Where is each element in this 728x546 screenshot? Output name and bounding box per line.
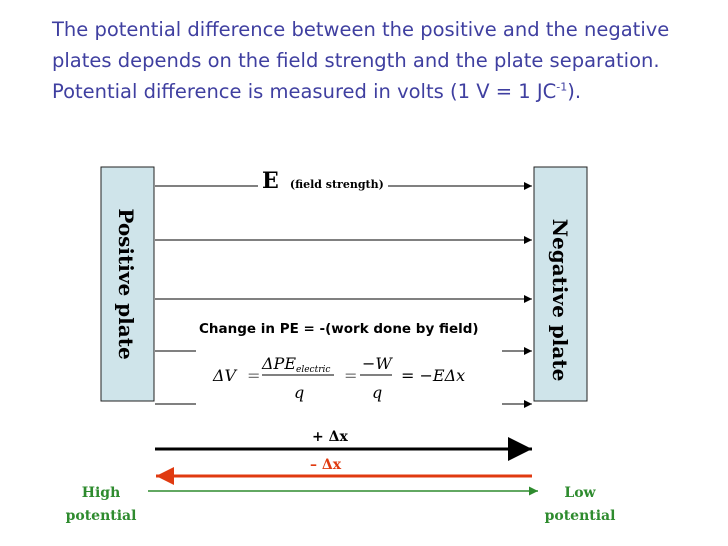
fraction-denominator: q (372, 383, 382, 402)
equation-result: = −EΔx (401, 366, 465, 385)
field-strength-label: E (field strength) (262, 168, 384, 194)
plus-dx-label: + Δx (312, 429, 348, 445)
positive-plate (100, 166, 155, 402)
equation-equals: = (247, 366, 260, 385)
minus-dx-label: – Δx (310, 457, 342, 473)
negative-plate (533, 166, 588, 402)
equation-equals: = (344, 366, 357, 385)
field-strength-text: (field strength) (290, 178, 384, 191)
fraction-numerator: ΔPEelectric (261, 354, 330, 375)
fraction-numerator: −W (362, 354, 393, 373)
field-symbol: E (262, 168, 279, 194)
equation-lhs: ΔV (212, 366, 238, 385)
positive-plate-label: Positive plate (114, 208, 138, 359)
low-potential-line2: potential (545, 508, 616, 524)
intro-text-end: ). (567, 80, 582, 103)
potential-equation: ΔV = ΔPEelectric q = −W q = −EΔx (212, 354, 465, 402)
intro-superscript: -1 (556, 80, 568, 94)
low-potential-line1: Low (564, 485, 596, 501)
high-potential-line1: High (82, 485, 121, 501)
fraction-denominator: q (294, 383, 304, 402)
pe-change-text: Change in PE = -(work done by field) (199, 321, 479, 337)
negative-plate-label: Negative plate (548, 219, 572, 382)
intro-paragraph: The potential difference between the pos… (52, 14, 702, 107)
field-label-bg (258, 165, 388, 195)
equation-box-bg (196, 312, 502, 412)
intro-text: The potential difference between the pos… (52, 18, 670, 103)
high-potential-line2: potential (66, 508, 137, 524)
